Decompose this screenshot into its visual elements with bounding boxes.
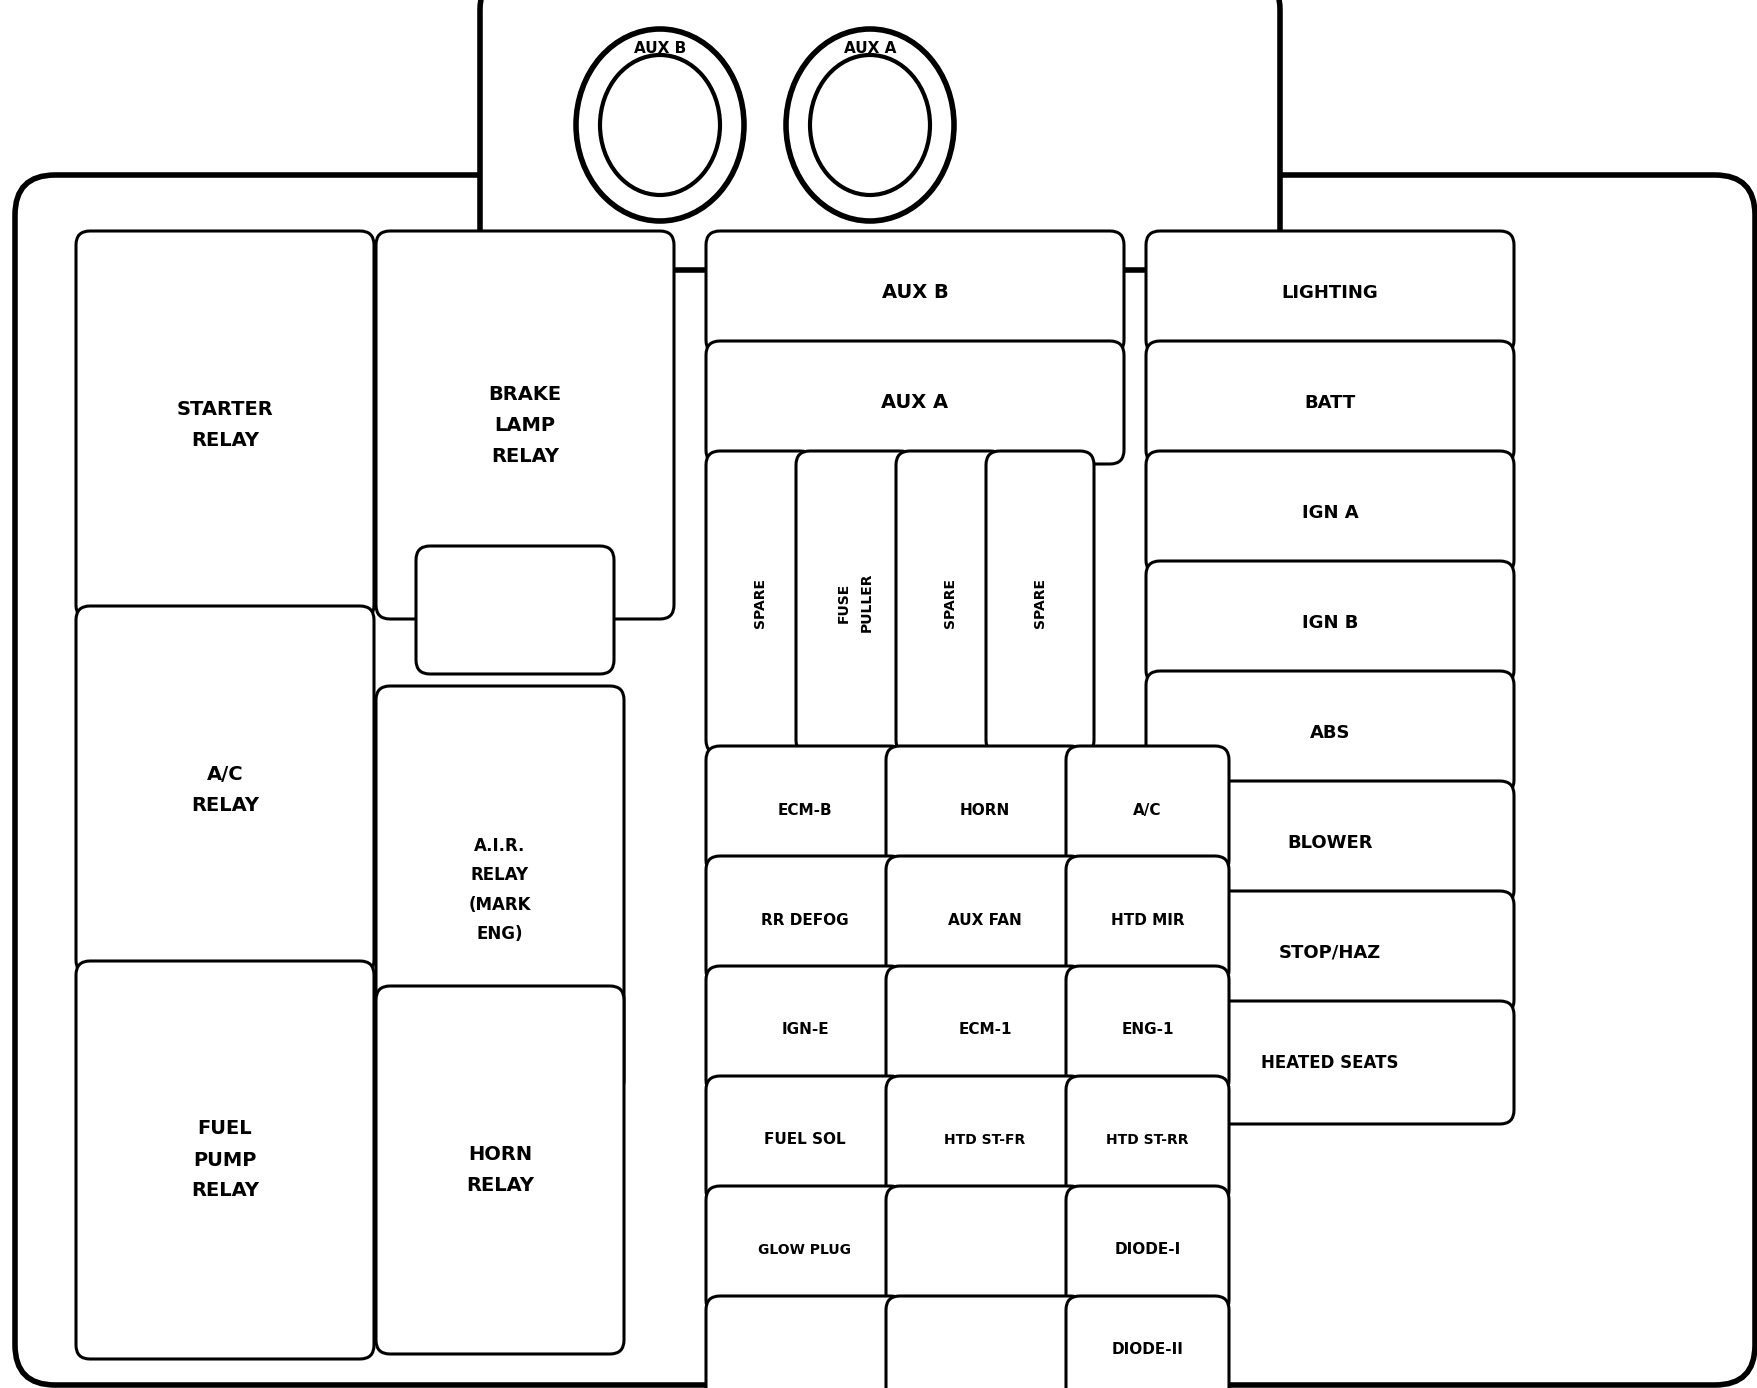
FancyBboxPatch shape [376,985,624,1355]
FancyBboxPatch shape [706,856,903,984]
Ellipse shape [576,29,743,221]
Text: ABS: ABS [1309,723,1349,741]
FancyBboxPatch shape [896,451,1003,754]
Text: HORN: HORN [959,802,1010,818]
FancyBboxPatch shape [1065,856,1228,984]
FancyBboxPatch shape [706,341,1123,464]
Text: HTD MIR: HTD MIR [1110,912,1184,927]
FancyBboxPatch shape [886,745,1084,874]
FancyBboxPatch shape [986,451,1093,754]
FancyBboxPatch shape [1146,891,1513,1015]
Text: A/C: A/C [1133,802,1161,818]
FancyBboxPatch shape [706,1076,903,1203]
Text: IGN B: IGN B [1302,613,1358,632]
Text: AUX A: AUX A [843,40,896,56]
FancyBboxPatch shape [706,745,903,874]
FancyBboxPatch shape [886,1076,1084,1203]
Text: A.I.R.
RELAY
(MARK
ENG): A.I.R. RELAY (MARK ENG) [469,837,531,942]
FancyBboxPatch shape [1146,341,1513,464]
Text: HORN
RELAY: HORN RELAY [466,1145,534,1195]
Text: STOP/HAZ: STOP/HAZ [1277,944,1381,962]
Text: A/C
RELAY: A/C RELAY [192,765,258,815]
Text: RR DEFOG: RR DEFOG [761,912,849,927]
FancyBboxPatch shape [1146,1001,1513,1124]
FancyBboxPatch shape [706,230,1123,354]
Text: AUX B: AUX B [634,40,685,56]
FancyBboxPatch shape [886,1296,1084,1388]
Text: SPARE: SPARE [942,577,956,627]
FancyBboxPatch shape [1065,1296,1228,1388]
Text: HTD ST-FR: HTD ST-FR [944,1133,1024,1146]
Text: AUX A: AUX A [880,393,949,412]
Text: BLOWER: BLOWER [1286,834,1372,851]
Ellipse shape [785,29,954,221]
Text: DIODE-II: DIODE-II [1110,1342,1182,1357]
FancyBboxPatch shape [1146,451,1513,575]
FancyBboxPatch shape [376,686,624,1094]
FancyBboxPatch shape [16,175,1753,1385]
FancyBboxPatch shape [706,451,813,754]
Text: FUSE
PULLER: FUSE PULLER [836,573,873,633]
Text: ENG-1: ENG-1 [1121,1023,1174,1037]
Text: STARTER
RELAY: STARTER RELAY [176,400,274,450]
Text: ECM-1: ECM-1 [958,1023,1012,1037]
FancyBboxPatch shape [886,856,1084,984]
Text: IGN A: IGN A [1300,504,1358,522]
Text: SPARE: SPARE [752,577,766,627]
Text: ECM-B: ECM-B [777,802,831,818]
FancyBboxPatch shape [76,230,374,619]
FancyBboxPatch shape [76,960,374,1359]
FancyBboxPatch shape [706,1296,903,1388]
Text: HEATED SEATS: HEATED SEATS [1260,1053,1399,1072]
Ellipse shape [810,56,929,194]
Text: LIGHTING: LIGHTING [1281,283,1377,301]
Text: IGN-E: IGN-E [780,1023,828,1037]
FancyBboxPatch shape [706,1185,903,1314]
FancyBboxPatch shape [480,0,1279,271]
FancyBboxPatch shape [76,607,374,974]
Ellipse shape [599,56,720,194]
Text: GLOW PLUG: GLOW PLUG [757,1244,850,1258]
Text: AUX FAN: AUX FAN [947,912,1021,927]
Text: BATT: BATT [1304,394,1355,411]
FancyBboxPatch shape [1146,670,1513,794]
FancyBboxPatch shape [796,451,914,754]
Text: BRAKE
LAMP
RELAY: BRAKE LAMP RELAY [488,384,560,465]
Text: DIODE-I: DIODE-I [1114,1242,1181,1258]
FancyBboxPatch shape [1065,1185,1228,1314]
FancyBboxPatch shape [1065,1076,1228,1203]
FancyBboxPatch shape [1146,561,1513,684]
Text: FUEL
PUMP
RELAY: FUEL PUMP RELAY [192,1120,258,1201]
FancyBboxPatch shape [886,1185,1084,1314]
Text: FUEL SOL: FUEL SOL [764,1133,845,1148]
FancyBboxPatch shape [376,230,673,619]
FancyBboxPatch shape [1065,966,1228,1094]
Text: HTD ST-RR: HTD ST-RR [1105,1133,1188,1146]
FancyBboxPatch shape [416,545,613,675]
Text: AUX B: AUX B [880,283,947,303]
FancyBboxPatch shape [1146,781,1513,904]
FancyBboxPatch shape [886,966,1084,1094]
FancyBboxPatch shape [706,966,903,1094]
Text: SPARE: SPARE [1033,577,1047,627]
FancyBboxPatch shape [1065,745,1228,874]
FancyBboxPatch shape [1146,230,1513,354]
